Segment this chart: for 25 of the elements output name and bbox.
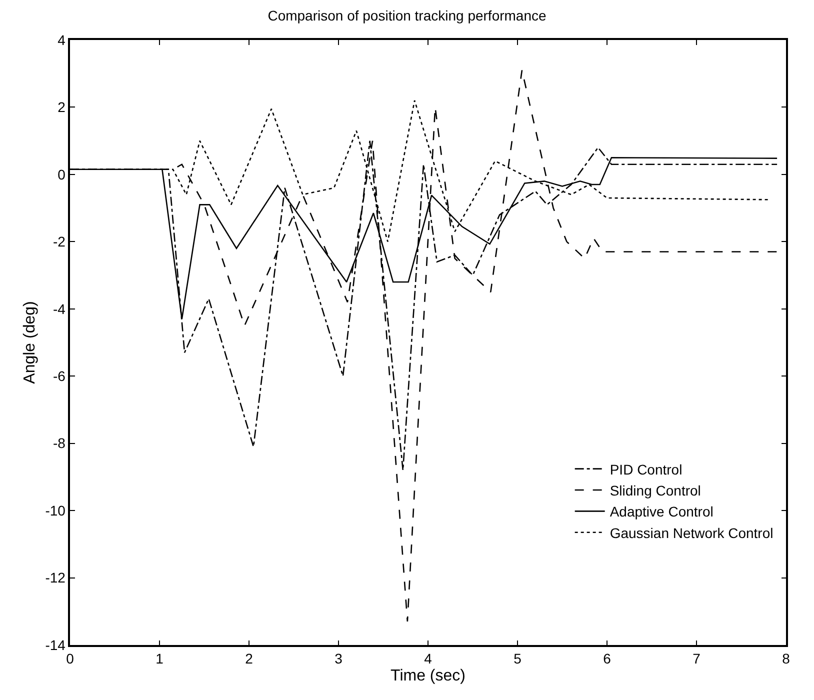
y-tick-label: -2: [52, 234, 66, 250]
x-tick-label: 2: [245, 650, 254, 667]
chart-title: Comparison of position tracking performance: [268, 7, 547, 24]
legend-label: Sliding Control: [610, 482, 701, 498]
x-tick-label: 8: [782, 650, 790, 667]
y-tick-label: -12: [45, 570, 66, 586]
y-tick-label: -8: [52, 435, 66, 452]
x-tick-label: 5: [514, 650, 522, 667]
y-axis-title: Angle (deg): [22, 301, 39, 384]
x-tick-label: 7: [692, 650, 701, 667]
x-tick-label: 1: [156, 650, 164, 667]
y-tick-label: -6: [52, 368, 66, 384]
legend-label: PID Control: [610, 461, 682, 478]
x-tick-label: 4: [424, 650, 432, 667]
y-tick-label: -10: [45, 502, 66, 518]
x-tick-label: 3: [334, 650, 343, 667]
y-tick-label: 4: [58, 32, 66, 48]
x-tick-label: 6: [603, 650, 612, 667]
x-axis-title: Time (sec): [390, 668, 466, 685]
y-tick-label: -4: [52, 300, 66, 317]
y-tick-label: 2: [58, 99, 66, 116]
legend-label: Adaptive Control: [610, 504, 714, 520]
y-tick-label: -14: [45, 636, 66, 653]
y-tick-label: 0: [58, 166, 66, 182]
legend-label: Gaussian Network Control: [610, 524, 774, 541]
